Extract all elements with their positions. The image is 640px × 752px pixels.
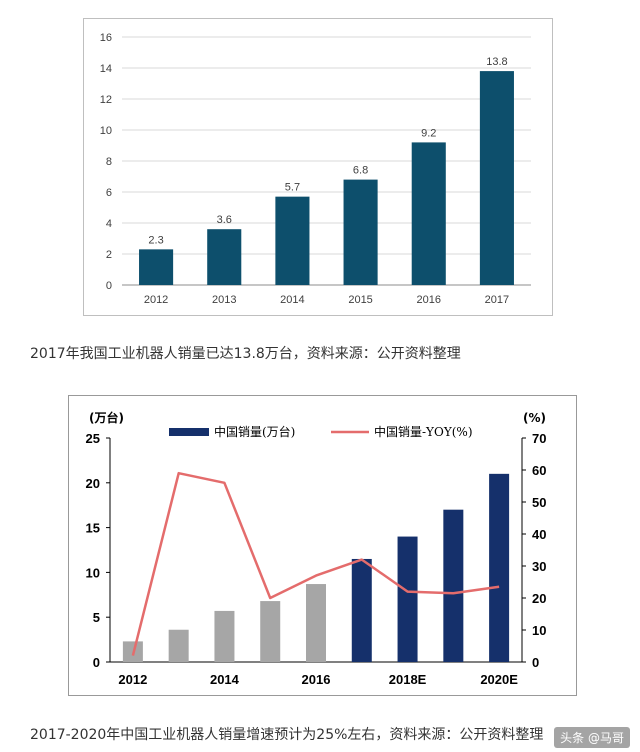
bar (139, 249, 174, 285)
x-tick-label: 2013 (212, 294, 236, 306)
y-tick-label: 0 (106, 280, 112, 292)
right-y-tick-label: 30 (532, 559, 546, 574)
combo-chart-2-canvas: 0 5 10 15 20 25 0 10 20 30 40 50 60 70 (万台) (%) 2012 2014… (86, 410, 547, 687)
y-tick-label: 6 (106, 187, 112, 199)
left-y-tick-label: 25 (86, 431, 100, 446)
y-tick-label: 16 (100, 32, 112, 44)
bar (479, 71, 514, 285)
right-y-tick-label: 20 (532, 591, 546, 606)
chart-sales-2012-2017: 0 2 4 6 8 10 12 14 16 2.3 2012 3.6 2013 5.7 2014 6.8 201… (83, 18, 553, 316)
caption-chart-2: 2017-2020年中国工业机器人销量增速预计为25%左右，资料来源：公开资料整… (30, 727, 544, 743)
x-tick-label: 2018E (389, 672, 427, 687)
right-y-tick-label: 0 (532, 655, 539, 670)
bar (443, 509, 464, 662)
bar-chart-1-canvas: 0 2 4 6 8 10 12 14 16 2.3 2012 3.6 2013 5.7 2014 6.8 201… (100, 32, 531, 306)
data-label: 13.8 (486, 56, 507, 68)
left-y-tick-label: 0 (93, 655, 100, 670)
x-tick-label: 2016 (302, 672, 331, 687)
x-tick-label: 2016 (417, 294, 441, 306)
data-label: 6.8 (353, 165, 368, 177)
bar (343, 179, 378, 285)
bar (214, 610, 235, 662)
data-label: 3.6 (217, 214, 232, 226)
left-y-tick-label: 5 (93, 610, 100, 625)
bar (306, 584, 326, 662)
x-tick-label: 2015 (348, 294, 372, 306)
y-tick-label: 10 (100, 125, 112, 137)
right-y-tick-label: 40 (532, 527, 546, 542)
x-tick-label: 2014 (210, 672, 240, 687)
left-y-tick-label: 20 (86, 476, 100, 491)
legend-bar-swatch (169, 428, 209, 436)
left-y-tick-label: 10 (86, 565, 100, 580)
right-y-tick-label: 70 (532, 431, 546, 446)
bar (275, 196, 310, 285)
data-label: 5.7 (285, 182, 300, 194)
x-tick-label: 2017 (485, 294, 509, 306)
bar (397, 536, 418, 662)
chart-sales-forecast-2012-2020: 0 5 10 15 20 25 0 10 20 30 40 50 60 70 (万台) (%) 2012 2014… (68, 395, 577, 696)
y-tick-label: 4 (106, 218, 112, 230)
data-label: 9.2 (421, 127, 436, 139)
watermark-badge: 头条 @马哥 (554, 727, 630, 748)
x-tick-label: 2012 (118, 672, 147, 687)
x-tick-label: 2012 (144, 294, 168, 306)
left-y-tick-label: 15 (86, 521, 100, 536)
right-axis-unit-label: (%) (523, 411, 546, 425)
bar (260, 601, 281, 662)
right-y-tick-label: 60 (532, 463, 546, 478)
caption-chart-1: 2017年我国工业机器人销量已达13.8万台，资料来源：公开资料整理 (30, 346, 461, 362)
bar (207, 229, 242, 285)
right-y-tick-label: 50 (532, 495, 546, 510)
x-tick-label: 2014 (280, 294, 304, 306)
left-axis-unit-label: (万台) (89, 410, 124, 425)
bar (168, 629, 189, 662)
y-tick-label: 14 (100, 63, 112, 75)
y-tick-label: 12 (100, 94, 112, 106)
y-tick-label: 2 (106, 249, 112, 261)
legend-bar-label: 中国销量(万台) (214, 424, 295, 439)
right-y-tick-label: 10 (532, 623, 546, 638)
x-tick-label: 2020E (480, 672, 518, 687)
bar (411, 142, 446, 285)
y-tick-label: 8 (106, 156, 112, 168)
data-label: 2.3 (148, 234, 163, 246)
bar (489, 473, 510, 662)
legend-line-label: 中国销量-YOY(%) (374, 424, 473, 439)
bar (351, 558, 372, 662)
